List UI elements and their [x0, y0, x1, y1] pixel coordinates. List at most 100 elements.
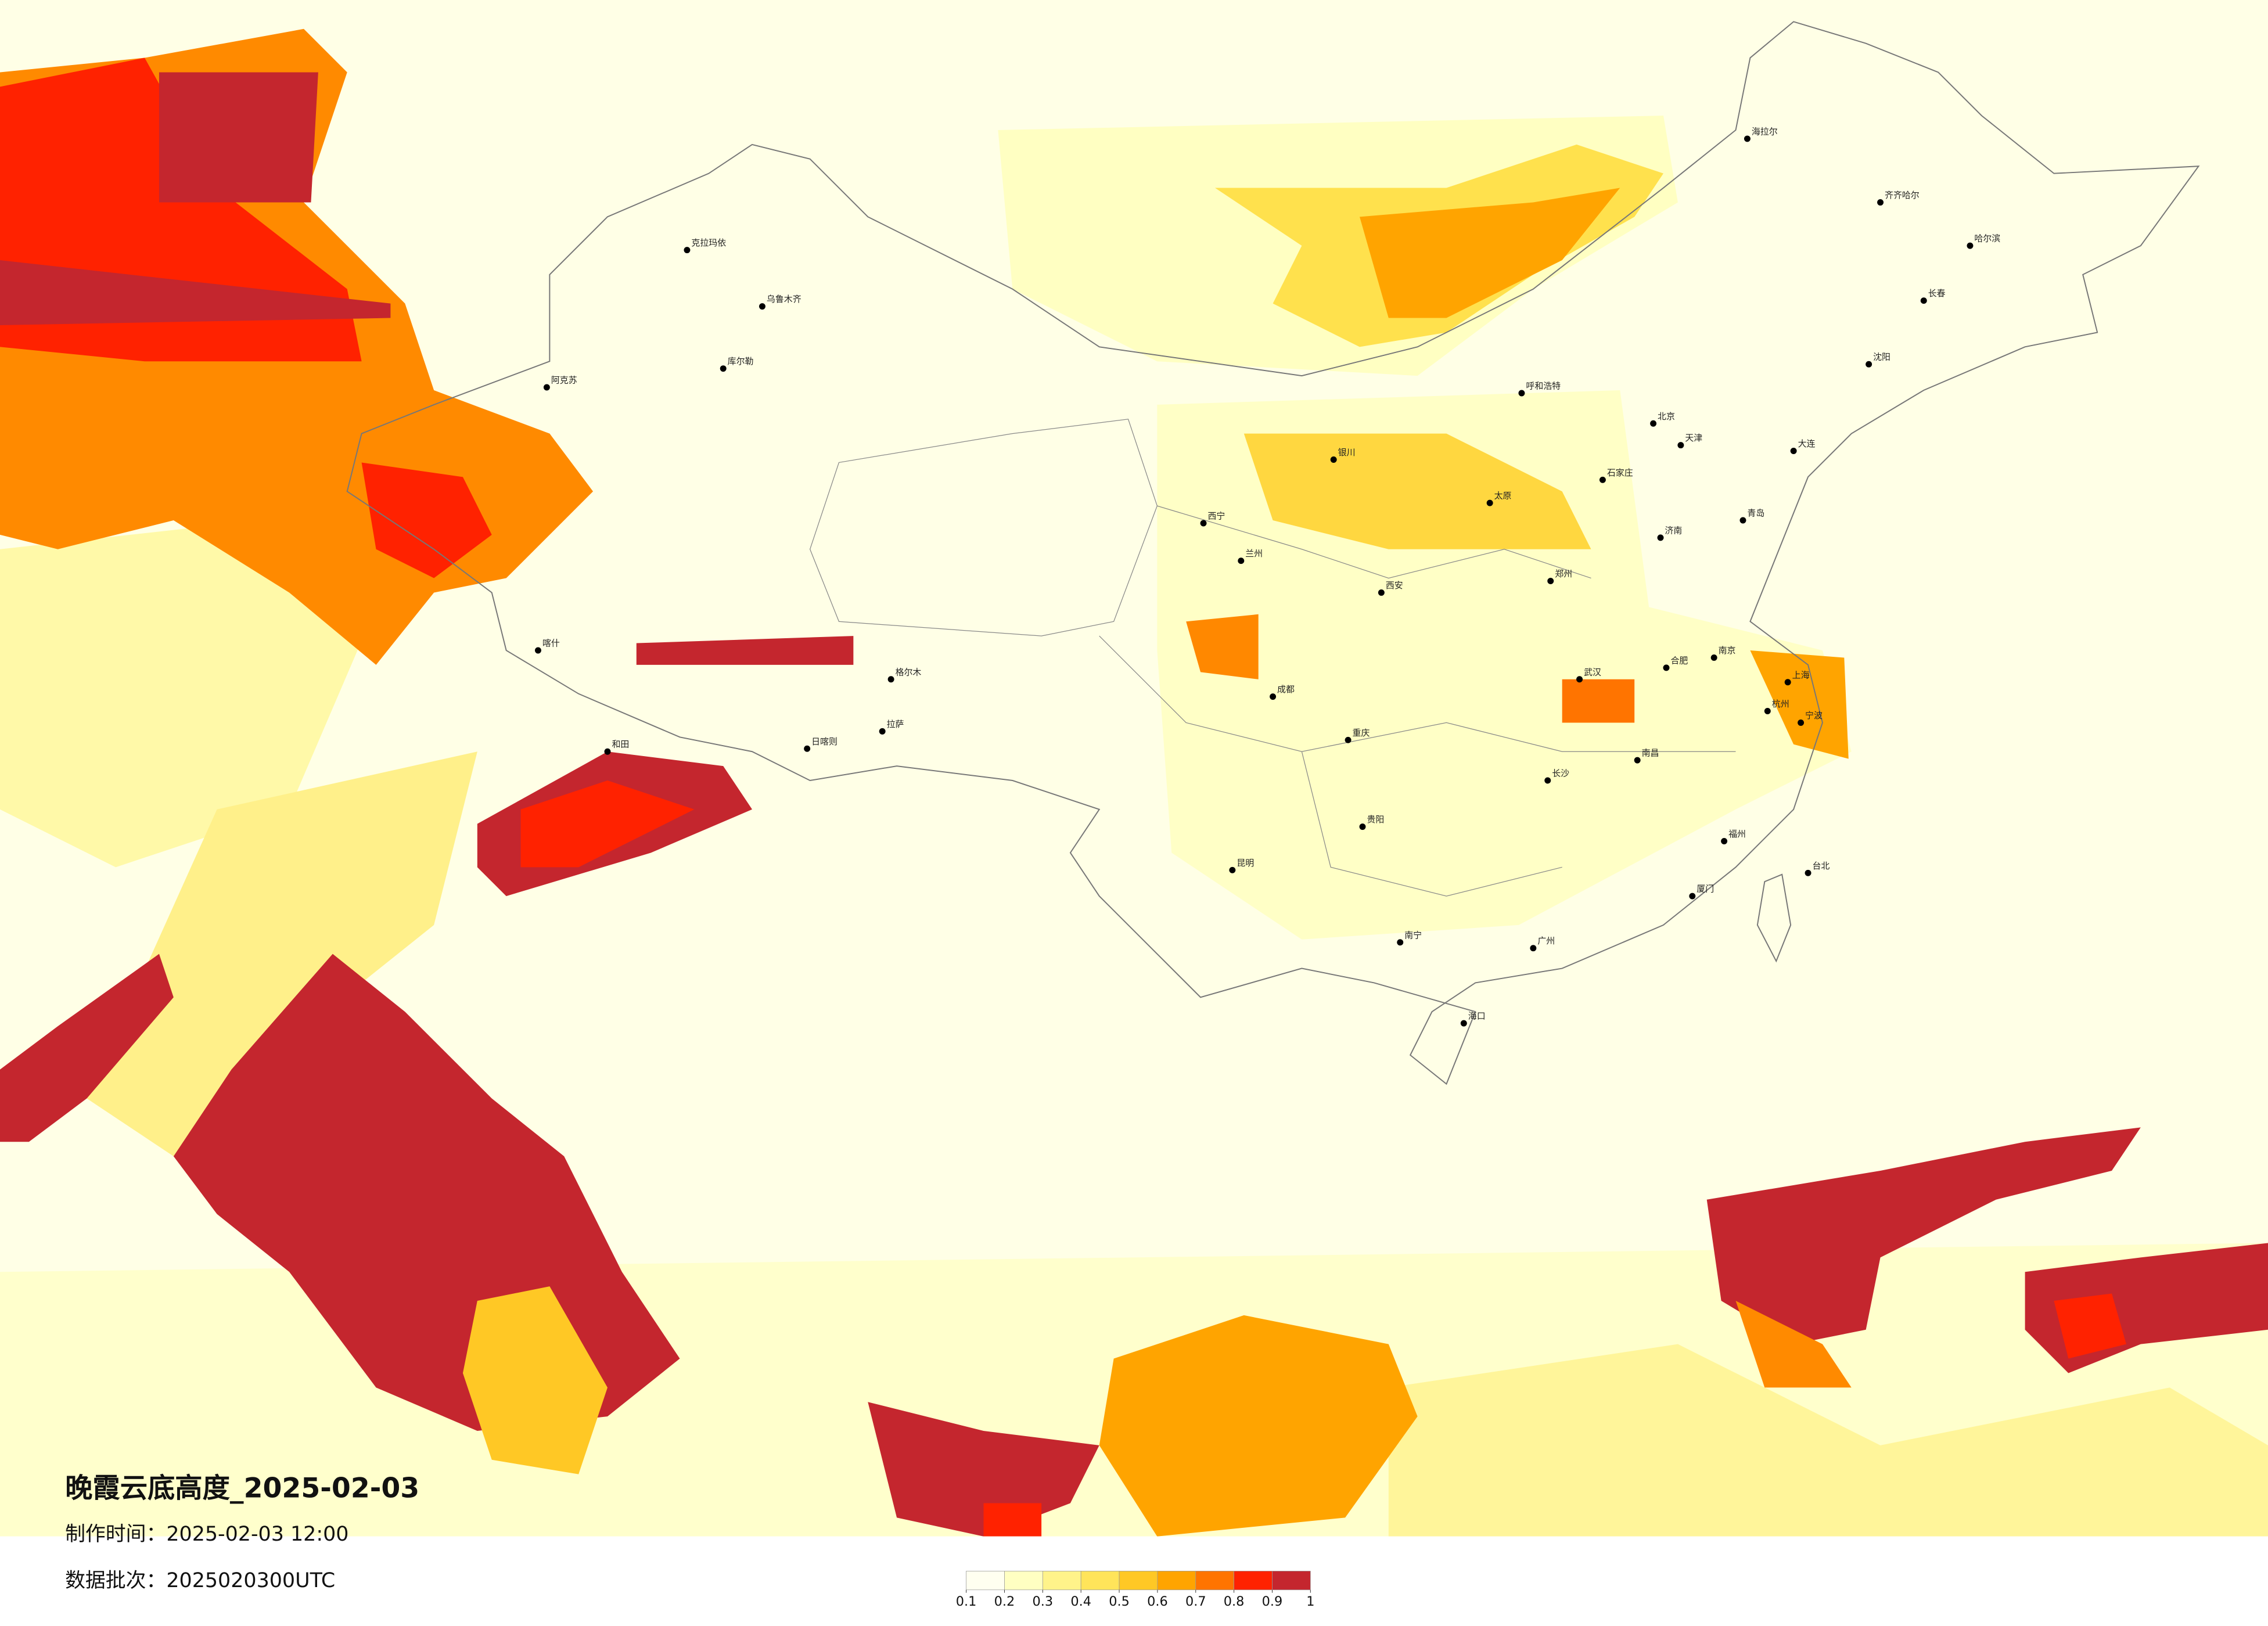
- city-label: 宁波: [1805, 710, 1823, 721]
- city-dot: [1798, 719, 1805, 726]
- city-dot: [1345, 736, 1352, 743]
- city-label: 兰州: [1245, 548, 1263, 559]
- colorbar-tick-label: 0.6: [1147, 1594, 1168, 1609]
- colorbar-swatch: [1042, 1571, 1081, 1591]
- colorbar-swatch: [1080, 1571, 1120, 1591]
- city-label: 哈尔滨: [1974, 233, 2000, 244]
- cloud-patch: [0, 520, 376, 868]
- colorbar-swatch: [1157, 1571, 1196, 1591]
- city-label: 天津: [1685, 433, 1702, 443]
- colorbar-tick-label: 1: [1306, 1594, 1314, 1609]
- city-label: 太原: [1494, 491, 1512, 501]
- city-label: 重庆: [1353, 728, 1370, 738]
- colorbar-tick-label: 0.2: [994, 1594, 1015, 1609]
- city-dot: [1544, 777, 1551, 784]
- cloud-patch: [1735, 1301, 1852, 1388]
- city-dot: [1764, 708, 1771, 715]
- city-label: 海口: [1468, 1011, 1486, 1021]
- cloud-field: [0, 28, 2268, 1537]
- city-dot: [1547, 578, 1554, 585]
- cloud-patch: [462, 1286, 608, 1474]
- city-dot: [1238, 557, 1245, 564]
- city-dot: [1677, 442, 1684, 449]
- city-dot: [1518, 390, 1525, 397]
- cloud-patch: [1750, 650, 1849, 759]
- cloud-patch: [361, 462, 492, 578]
- cloud-patch: [1706, 1127, 2141, 1344]
- city-dot: [1689, 893, 1696, 900]
- city-dot: [1877, 199, 1884, 206]
- colorbar-tick-label: 0.1: [956, 1594, 977, 1609]
- colorbar-swatch: [966, 1571, 1005, 1591]
- cloud-patch: [1186, 614, 1259, 679]
- city-dot: [534, 647, 541, 654]
- city-label: 昆明: [1237, 858, 1254, 868]
- city-dot: [1359, 823, 1366, 830]
- city-label: 长沙: [1552, 768, 1569, 779]
- city-label: 贵阳: [1367, 814, 1384, 825]
- city-label: 郑州: [1555, 569, 1572, 579]
- city-label: 沈阳: [1873, 352, 1890, 362]
- city-label: 南昌: [1642, 748, 1659, 758]
- city-dot: [1486, 499, 1493, 506]
- colorbar: 0.1 0.2 0.3 0.4 0.5 0.6 0.7 0.8 0.9 1: [956, 1571, 1314, 1609]
- city-dot: [1967, 242, 1974, 249]
- cloud-patch: [636, 636, 854, 665]
- city-label: 广州: [1537, 936, 1555, 946]
- city-label: 北京: [1658, 411, 1675, 422]
- city-dot: [1599, 476, 1606, 483]
- city-dot: [887, 676, 894, 683]
- cloud-patch: [87, 751, 477, 1157]
- city-dot: [720, 365, 727, 372]
- cloud-patch: [0, 260, 391, 325]
- city-label: 福州: [1728, 829, 1746, 839]
- city-label: 西安: [1386, 580, 1403, 591]
- city-label: 乌鲁木齐: [767, 294, 801, 304]
- city-dot: [1739, 517, 1746, 524]
- city-label: 格尔木: [896, 667, 922, 677]
- city-label: 武汉: [1584, 667, 1601, 677]
- colorbar-swatch: [1119, 1571, 1158, 1591]
- city-dot: [1650, 420, 1657, 427]
- colorbar-tick-label: 0.5: [1109, 1594, 1130, 1609]
- city-dot: [1790, 448, 1797, 455]
- city-label: 银川: [1338, 447, 1356, 458]
- city-dot: [1805, 869, 1811, 876]
- city-label: 杭州: [1772, 699, 1789, 709]
- city-label: 南宁: [1404, 930, 1422, 940]
- city-label: 台北: [1813, 861, 1830, 871]
- data-batch: 数据批次：2025020300UTC: [65, 1569, 335, 1592]
- city-label: 长春: [1928, 288, 1946, 298]
- city-dot: [1460, 1020, 1467, 1027]
- map-title: 晚霞云底高度_2025-02-03: [65, 1473, 419, 1505]
- city-dot: [1920, 297, 1927, 304]
- cloud-patch: [2054, 1293, 2126, 1359]
- city-dot: [1378, 589, 1385, 596]
- cloud-patch: [520, 780, 695, 868]
- city-label: 石家庄: [1607, 467, 1633, 478]
- colorbar-swatch: [1234, 1571, 1273, 1591]
- city-label: 合肥: [1670, 655, 1688, 665]
- made-time: 制作时间：2025-02-03 12:00: [65, 1523, 348, 1546]
- colorbar-tick-label: 0.9: [1262, 1594, 1283, 1609]
- cloud-patch: [0, 954, 174, 1142]
- city-label: 齐齐哈尔: [1885, 190, 1920, 200]
- island-border: [1756, 873, 1792, 963]
- city-dot: [804, 745, 811, 752]
- cloud-patch: [983, 1503, 1042, 1537]
- city-dot: [1657, 534, 1664, 541]
- cloud-patch: [1388, 1344, 2268, 1537]
- colorbar-tick-label: 0.4: [1070, 1594, 1091, 1609]
- city-label: 库尔勒: [728, 356, 754, 366]
- city-dot: [1576, 676, 1583, 683]
- city-dot: [1663, 664, 1670, 671]
- cloud-patch: [1099, 1315, 1418, 1537]
- city-dot: [1270, 693, 1277, 700]
- city-dot: [1721, 838, 1728, 845]
- province-border: [809, 419, 1736, 897]
- city-dot: [1330, 456, 1337, 463]
- colorbar-tick-label: 0.8: [1224, 1594, 1245, 1609]
- cloud-patch: [1562, 679, 1635, 723]
- city-dot: [1229, 866, 1236, 873]
